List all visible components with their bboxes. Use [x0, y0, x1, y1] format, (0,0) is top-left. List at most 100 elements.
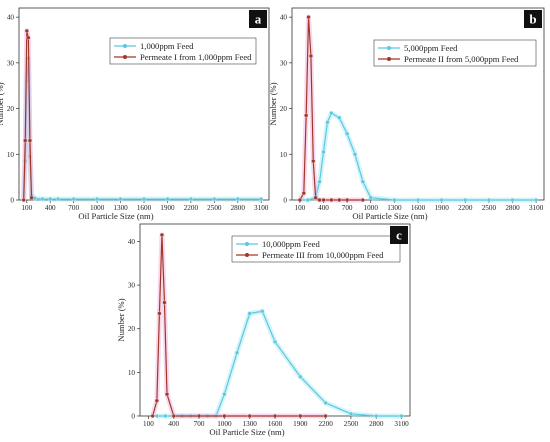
x-tick-label: 2800: [505, 204, 520, 212]
legend-entry: Permeate I from 1,000ppm Feed: [140, 52, 252, 62]
plot-frame: [18, 7, 270, 201]
x-tick-label: 400: [168, 420, 179, 428]
data-point: [247, 413, 252, 419]
data-point: [272, 339, 278, 344]
data-point: [348, 411, 353, 416]
x-tick-label: 1600: [411, 204, 426, 212]
data-point: [298, 374, 303, 379]
legend-box: [109, 37, 257, 65]
data-point: [329, 111, 334, 116]
data-point: [313, 195, 318, 200]
x-tick-label: 400: [318, 204, 329, 212]
data-point: [337, 197, 342, 203]
data-point: [311, 159, 316, 164]
x-tick-label: 2200: [458, 204, 473, 212]
legend-swatch-marker: [123, 55, 127, 59]
data-point: [352, 152, 358, 157]
x-tick-label: 1900: [434, 204, 449, 212]
x-tick-label: 2800: [369, 420, 384, 428]
data-point: [212, 197, 217, 202]
series-glow: [299, 110, 537, 203]
data-point: [164, 392, 170, 397]
y-tick-label: 10: [7, 151, 15, 159]
y-tick-label: 20: [128, 325, 136, 333]
x-axis-title: Oil Particle Size (nm): [352, 211, 427, 221]
x-tick-label: 700: [194, 420, 205, 428]
x-tick-label: 1900: [160, 204, 175, 212]
x-tick-label: 2200: [184, 204, 199, 212]
y-tick-label: 0: [131, 413, 135, 421]
legend-swatch-marker: [387, 46, 391, 50]
y-axis-title: Number (%): [116, 298, 126, 341]
data-point: [337, 115, 342, 120]
x-tick-label: 3100: [394, 420, 409, 428]
data-point: [297, 197, 302, 203]
data-point: [304, 113, 309, 118]
data-point: [368, 195, 373, 200]
data-point: [415, 197, 421, 203]
x-tick-label: 100: [21, 204, 32, 212]
series-line: [299, 112, 537, 201]
y-tick-label: 30: [128, 282, 136, 290]
data-point: [154, 413, 159, 419]
x-tick-label: 100: [294, 204, 305, 212]
data-point: [392, 197, 397, 203]
data-point: [317, 179, 322, 184]
x-axis-title: Oil Particle Size (nm): [78, 211, 153, 221]
chart-panel-b: 100 400 700 1000 1300 1600 1900 2200 2500 2800 310…: [268, 7, 545, 221]
data-point: [486, 197, 491, 203]
series-glow: [297, 14, 363, 203]
data-point: [56, 197, 61, 202]
data-point: [325, 120, 330, 125]
data-point: [27, 138, 32, 143]
chart-panel-a: 100 400 700 1000 1300 1600 1900 2200 2500 2800 310…: [0, 7, 270, 221]
plot-frame: [291, 7, 545, 201]
legend-swatch-marker: [245, 253, 249, 257]
data-point: [162, 300, 167, 305]
data-point: [26, 35, 31, 40]
data-point: [21, 197, 26, 203]
x-tick-label: 700: [68, 204, 79, 212]
data-point: [321, 149, 326, 155]
y-tick-label: 20: [7, 105, 15, 113]
x-tick-label: 1300: [113, 204, 128, 212]
data-point: [29, 195, 34, 200]
legend-swatch-marker: [387, 57, 391, 61]
data-point: [171, 413, 176, 419]
data-point: [159, 232, 164, 237]
panel-label: c: [396, 228, 402, 243]
data-point: [259, 197, 264, 202]
data-point: [463, 197, 468, 203]
data-point: [157, 311, 162, 316]
x-tick-label: 1000: [90, 204, 105, 212]
data-point: [308, 53, 313, 59]
panel-label: b: [529, 12, 536, 27]
x-tick-label: 1300: [387, 204, 402, 212]
y-tick-label: 40: [7, 14, 15, 22]
legend-entry: 1,000ppm Feed: [140, 41, 194, 51]
y-tick-label: 40: [280, 14, 288, 22]
x-tick-label: 2500: [482, 204, 497, 212]
legend-entry: 5,000ppm Feed: [404, 43, 458, 53]
panel-label-box: [390, 226, 408, 244]
x-tick-label: 2500: [207, 204, 222, 212]
data-point: [163, 413, 168, 419]
x-tick-label: 2800: [231, 204, 246, 212]
data-point: [23, 138, 28, 143]
y-axis-title: Number (%): [268, 82, 278, 125]
data-point: [95, 197, 100, 202]
x-tick-label: 1900: [293, 420, 308, 428]
x-tick-label: 3100: [529, 204, 544, 212]
x-tick-label: 1300: [243, 420, 258, 428]
data-point: [222, 413, 227, 419]
data-point: [48, 197, 53, 202]
x-tick-label: 2500: [344, 420, 359, 428]
panel-label-box: [524, 10, 542, 28]
legend-entry: Permeate II from 5,000ppm Feed: [404, 54, 519, 64]
series-line: [23, 57, 262, 201]
x-tick-label: 400: [45, 204, 56, 212]
panel-label: a: [255, 12, 262, 27]
data-point: [188, 197, 193, 202]
y-tick-label: 40: [128, 238, 136, 246]
